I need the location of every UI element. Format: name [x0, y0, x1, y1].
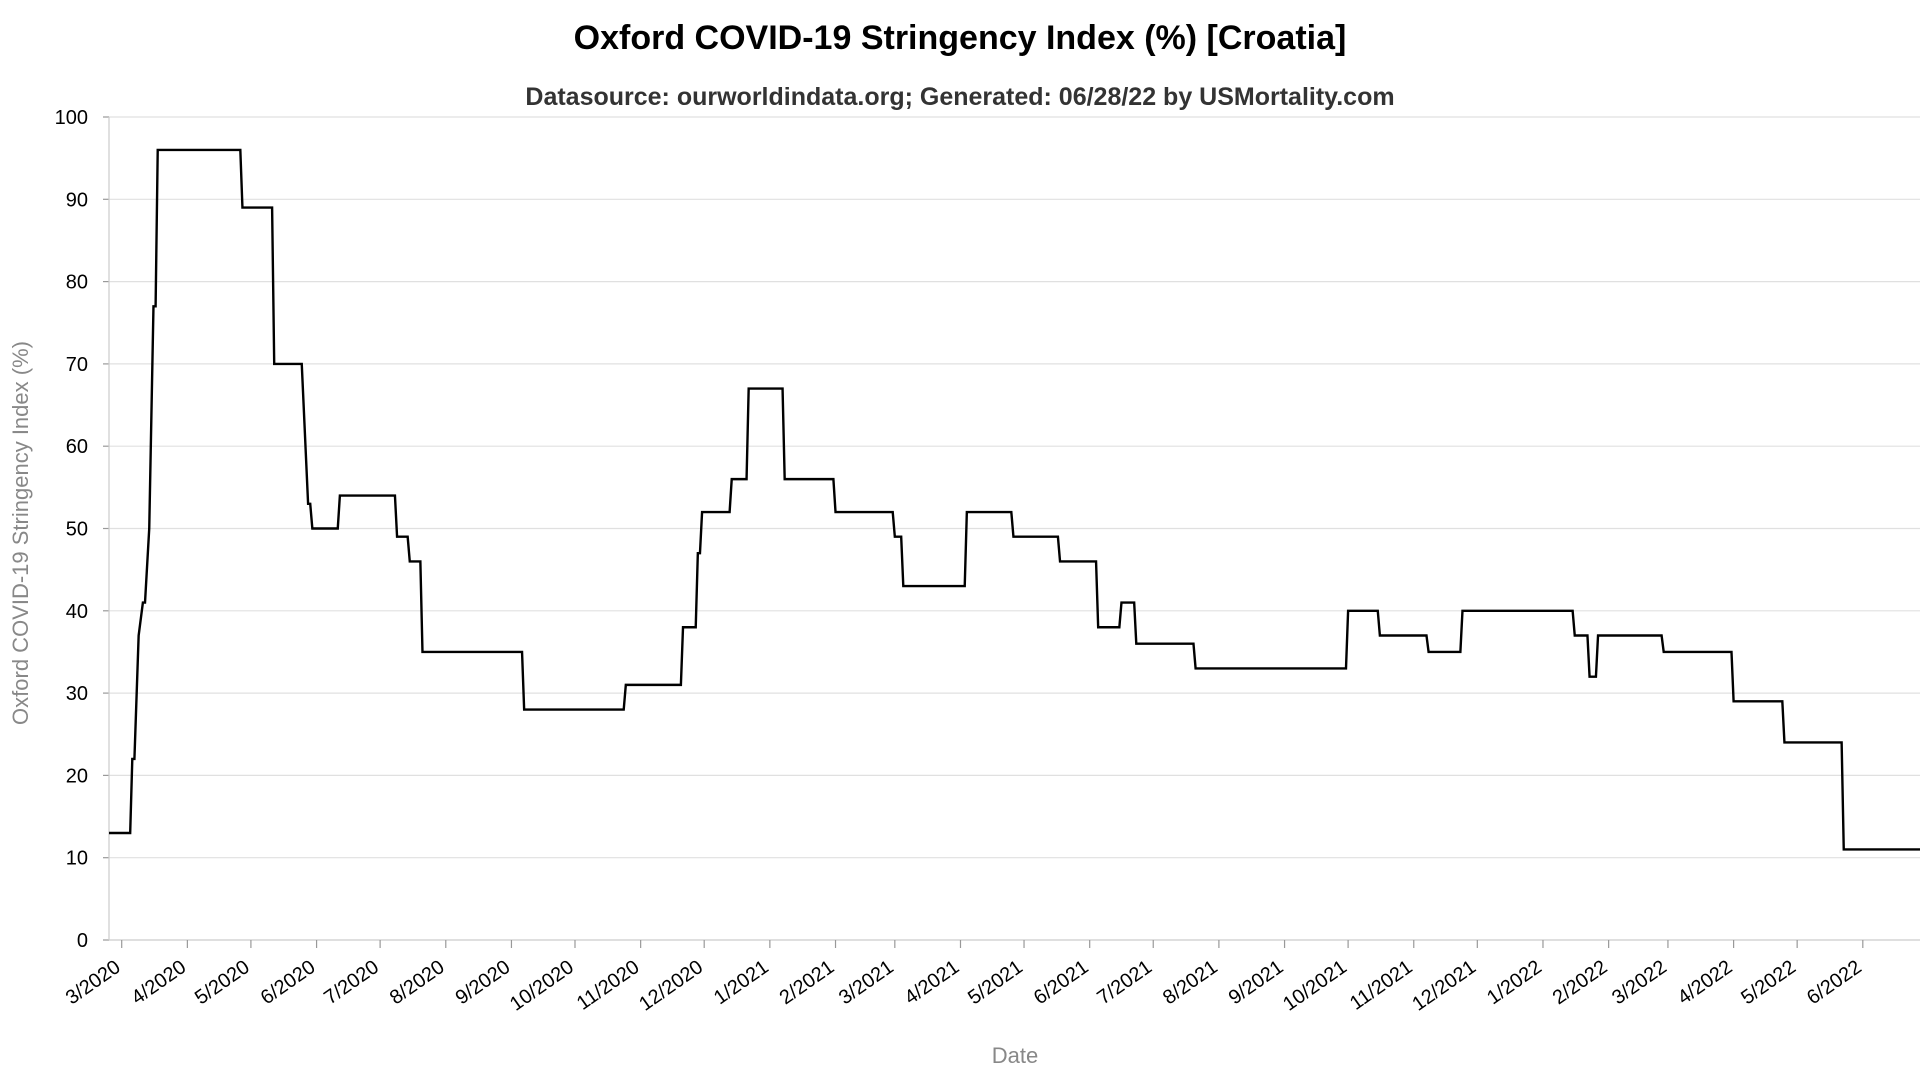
- x-tick-label: 3/2020: [62, 956, 125, 1009]
- x-axis-label: Date: [992, 1043, 1038, 1068]
- x-tick-label: 11/2021: [1346, 956, 1417, 1015]
- x-tick-label: 2/2021: [776, 956, 839, 1009]
- y-tick-label: 80: [66, 272, 88, 294]
- chart-subtitle: Datasource: ourworldindata.org; Generate…: [525, 83, 1394, 111]
- x-tick-label: 10/2021: [1279, 956, 1351, 1015]
- x-tick-label: 6/2021: [1030, 956, 1093, 1009]
- y-tick-label: 40: [66, 601, 88, 623]
- x-tick-label: 10/2020: [506, 956, 578, 1015]
- y-tick-label: 10: [66, 848, 88, 870]
- x-tick-label: 3/2021: [835, 956, 898, 1009]
- y-axis-label: Oxford COVID-19 Stringency Index (%): [8, 341, 33, 725]
- y-tick-label: 90: [66, 189, 88, 211]
- x-tick-label: 5/2022: [1737, 956, 1800, 1009]
- x-tick-label: 3/2022: [1608, 956, 1671, 1009]
- x-tick-label: 1/2021: [710, 956, 773, 1009]
- x-tick-label: 6/2022: [1803, 956, 1866, 1009]
- x-tick-label: 8/2020: [386, 956, 449, 1009]
- y-tick-labels: 0 10 20 30 40 50 60 70 80 90 100: [55, 107, 88, 952]
- x-tick-label: 7/2021: [1093, 956, 1156, 1009]
- x-tick-label: 4/2021: [901, 956, 964, 1009]
- series-layer: [109, 148, 1920, 851]
- x-tick-label: 9/2020: [452, 956, 515, 1009]
- x-tick-label: 5/2020: [191, 956, 254, 1009]
- y-tick-label: 100: [55, 107, 88, 129]
- x-tick-label: 12/2020: [635, 956, 707, 1015]
- series-line: [109, 148, 1920, 851]
- x-tick-label: 11/2020: [573, 956, 644, 1015]
- grid-lines: [109, 116, 1920, 859]
- y-tick-label: 0: [77, 930, 88, 952]
- y-tick-label: 70: [66, 354, 88, 376]
- axes: [103, 116, 1920, 948]
- x-tick-label: 4/2022: [1674, 956, 1737, 1009]
- x-tick-label: 4/2020: [128, 956, 191, 1009]
- x-tick-label: 1/2022: [1483, 956, 1546, 1009]
- x-tick-label: 5/2021: [964, 956, 1027, 1009]
- x-tick-label: 12/2021: [1408, 956, 1480, 1015]
- x-tick-labels: 3/2020 4/2020 5/2020 6/2020 7/2020 8/2020 9/20…: [62, 956, 1866, 1015]
- y-tick-label: 30: [66, 683, 88, 705]
- x-tick-label: 9/2021: [1225, 956, 1288, 1009]
- y-tick-label: 60: [66, 436, 88, 458]
- y-tick-label: 50: [66, 519, 88, 541]
- x-tick-label: 2/2022: [1549, 956, 1612, 1009]
- x-tick-label: 8/2021: [1159, 956, 1222, 1009]
- x-tick-label: 6/2020: [257, 956, 320, 1009]
- y-tick-label: 20: [66, 765, 88, 787]
- chart-title: Oxford COVID-19 Stringency Index (%) [Cr…: [574, 19, 1347, 57]
- x-tick-label: 7/2020: [320, 956, 383, 1009]
